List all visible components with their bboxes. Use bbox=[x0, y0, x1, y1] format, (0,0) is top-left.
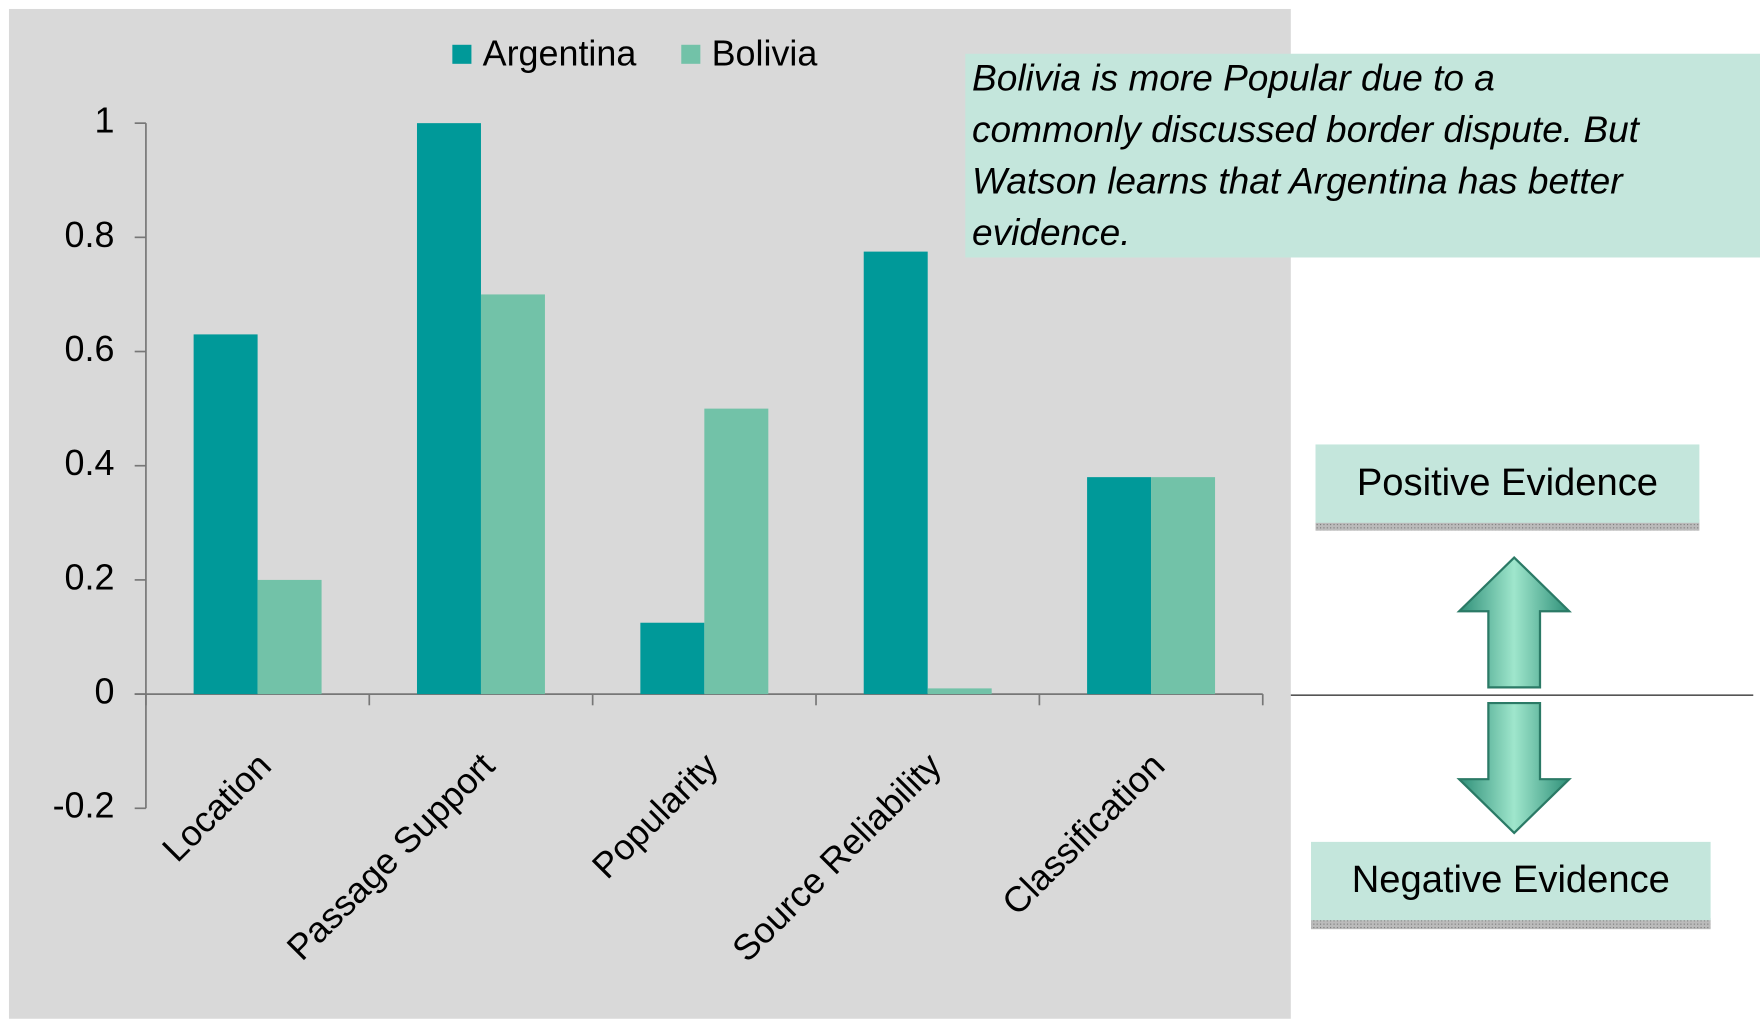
note-line: evidence. bbox=[972, 212, 1131, 253]
negative-label: Negative Evidence bbox=[1352, 859, 1670, 901]
note: Bolivia is more Popular due to a commonly… bbox=[972, 57, 1641, 252]
bar bbox=[1151, 477, 1216, 695]
bar bbox=[640, 622, 705, 695]
bar bbox=[257, 579, 322, 695]
bar bbox=[480, 294, 545, 695]
y-tick-label: 0.2 bbox=[65, 557, 115, 597]
note-box bbox=[965, 53, 1760, 258]
positive-box bbox=[1315, 444, 1700, 523]
y-tick-label: 0 bbox=[95, 672, 115, 712]
legend-swatch bbox=[681, 44, 701, 64]
legend-label: Bolivia bbox=[712, 33, 818, 73]
bar bbox=[1087, 477, 1152, 695]
label-shadow bbox=[1315, 519, 1700, 531]
y-tick-label: 0.6 bbox=[65, 329, 115, 369]
y-tick-label: 1 bbox=[95, 101, 115, 141]
negative-box bbox=[1311, 841, 1711, 921]
bar bbox=[863, 251, 928, 695]
y-tick-label: 0.4 bbox=[65, 443, 115, 483]
bar bbox=[193, 334, 258, 695]
label-shadow bbox=[1311, 918, 1711, 930]
down-arrow bbox=[1456, 701, 1572, 835]
note-line: Watson learns that Argentina has better bbox=[972, 160, 1624, 201]
up-arrow bbox=[1456, 555, 1572, 689]
note-line: commonly discussed border dispute. But bbox=[972, 109, 1641, 150]
legend-swatch bbox=[452, 44, 472, 64]
bar bbox=[416, 123, 481, 695]
note-line: Bolivia is more Popular due to a bbox=[972, 57, 1495, 98]
y-tick-label: 0.8 bbox=[65, 215, 115, 255]
bar bbox=[927, 688, 992, 695]
positive-label: Positive Evidence bbox=[1357, 462, 1658, 504]
y-tick-label: -0.2 bbox=[53, 786, 115, 826]
bar bbox=[704, 408, 769, 695]
legend-label: Argentina bbox=[483, 33, 637, 73]
